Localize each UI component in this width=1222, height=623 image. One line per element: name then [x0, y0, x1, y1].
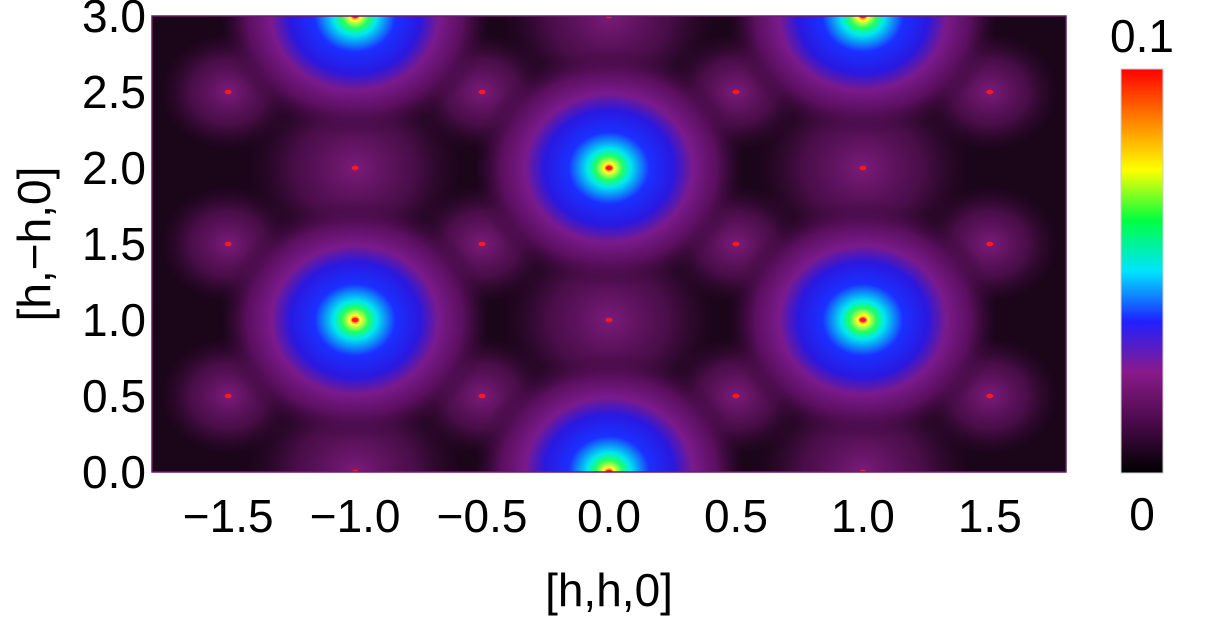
bragg-point	[351, 317, 359, 323]
bragg-point	[478, 393, 486, 399]
bragg-point	[732, 393, 740, 399]
y-tick-label: 0.0	[82, 446, 146, 498]
bragg-point	[351, 165, 359, 171]
bragg-point	[732, 89, 740, 95]
heatmap-plot-area	[152, 16, 1066, 472]
x-tick-label: −1.5	[183, 490, 274, 542]
x-tick-label: 1.0	[831, 490, 895, 542]
bragg-point	[859, 165, 867, 171]
bragg-point	[605, 317, 613, 323]
colorbar: 0.1 0	[1110, 10, 1174, 540]
bragg-point	[478, 89, 486, 95]
plot-frame	[151, 15, 1067, 473]
bragg-point	[224, 89, 232, 95]
x-axis-label: [h,h,0]	[545, 564, 673, 616]
bragg-point	[859, 317, 867, 323]
x-tick-label: 0.5	[704, 490, 768, 542]
bragg-point	[478, 241, 486, 247]
x-tick-label: 1.5	[958, 490, 1022, 542]
y-axis-label: [h,−h,0]	[8, 167, 60, 322]
intensity-peak	[220, 16, 491, 136]
bragg-point	[605, 165, 613, 171]
y-tick-label: 0.5	[82, 370, 146, 422]
intensity-peak	[474, 352, 744, 472]
y-tick-label: 1.0	[82, 294, 146, 346]
bragg-points	[224, 16, 994, 472]
y-tick-label: 3.0	[82, 0, 146, 42]
y-tick-label: 1.5	[82, 218, 146, 270]
y-axis-ticks: 0.0 0.5 1.0 1.5 2.0 2.5 3.0	[82, 0, 146, 498]
colorbar-gradient	[1120, 68, 1164, 474]
colorbar-max-label: 0.1	[1110, 10, 1174, 62]
y-tick-label: 2.5	[82, 66, 146, 118]
bragg-point	[986, 393, 994, 399]
x-tick-label: −1.0	[310, 490, 401, 542]
bragg-point	[224, 241, 232, 247]
y-tick-label: 2.0	[82, 142, 146, 194]
bragg-point	[986, 241, 994, 247]
x-axis-ticks: −1.5 −1.0 −0.5 0.0 0.5 1.0 1.5	[183, 490, 1022, 542]
bragg-point	[986, 89, 994, 95]
bragg-point	[224, 393, 232, 399]
intensity-peak	[727, 16, 998, 136]
bragg-point	[732, 241, 740, 247]
x-tick-label: −0.5	[437, 490, 528, 542]
colorbar-min-label: 0	[1129, 488, 1155, 540]
x-tick-label: 0.0	[577, 490, 641, 542]
